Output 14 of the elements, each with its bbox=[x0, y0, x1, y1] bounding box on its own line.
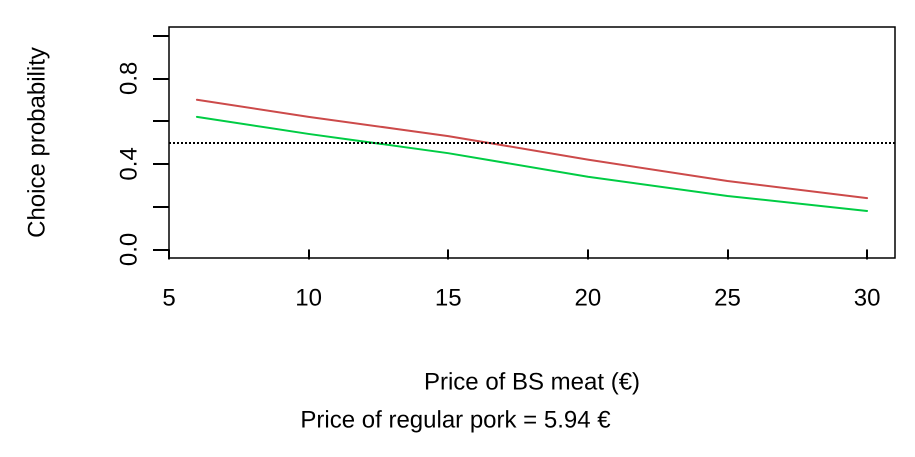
x-tick-label: 10 bbox=[295, 284, 322, 312]
text: Price of regular pork = 5.94 € bbox=[300, 406, 612, 434]
y-tick-label: 0.4 bbox=[116, 147, 142, 181]
x-tick-label: 20 bbox=[574, 284, 602, 312]
x-tick-label: 25 bbox=[714, 284, 741, 312]
line-series bbox=[196, 116, 868, 212]
x-axis-title: Price of BS meat (€) bbox=[424, 368, 640, 396]
x-tick-label: 5 bbox=[162, 284, 176, 312]
y-tick-label: 0.8 bbox=[116, 62, 142, 96]
y-axis-title: Choice probability bbox=[24, 47, 50, 238]
line-series bbox=[196, 98, 868, 200]
x-tick-label: 15 bbox=[434, 284, 462, 312]
y-tick-label: 0.0 bbox=[116, 232, 142, 266]
x-tick-label: 30 bbox=[854, 284, 880, 312]
